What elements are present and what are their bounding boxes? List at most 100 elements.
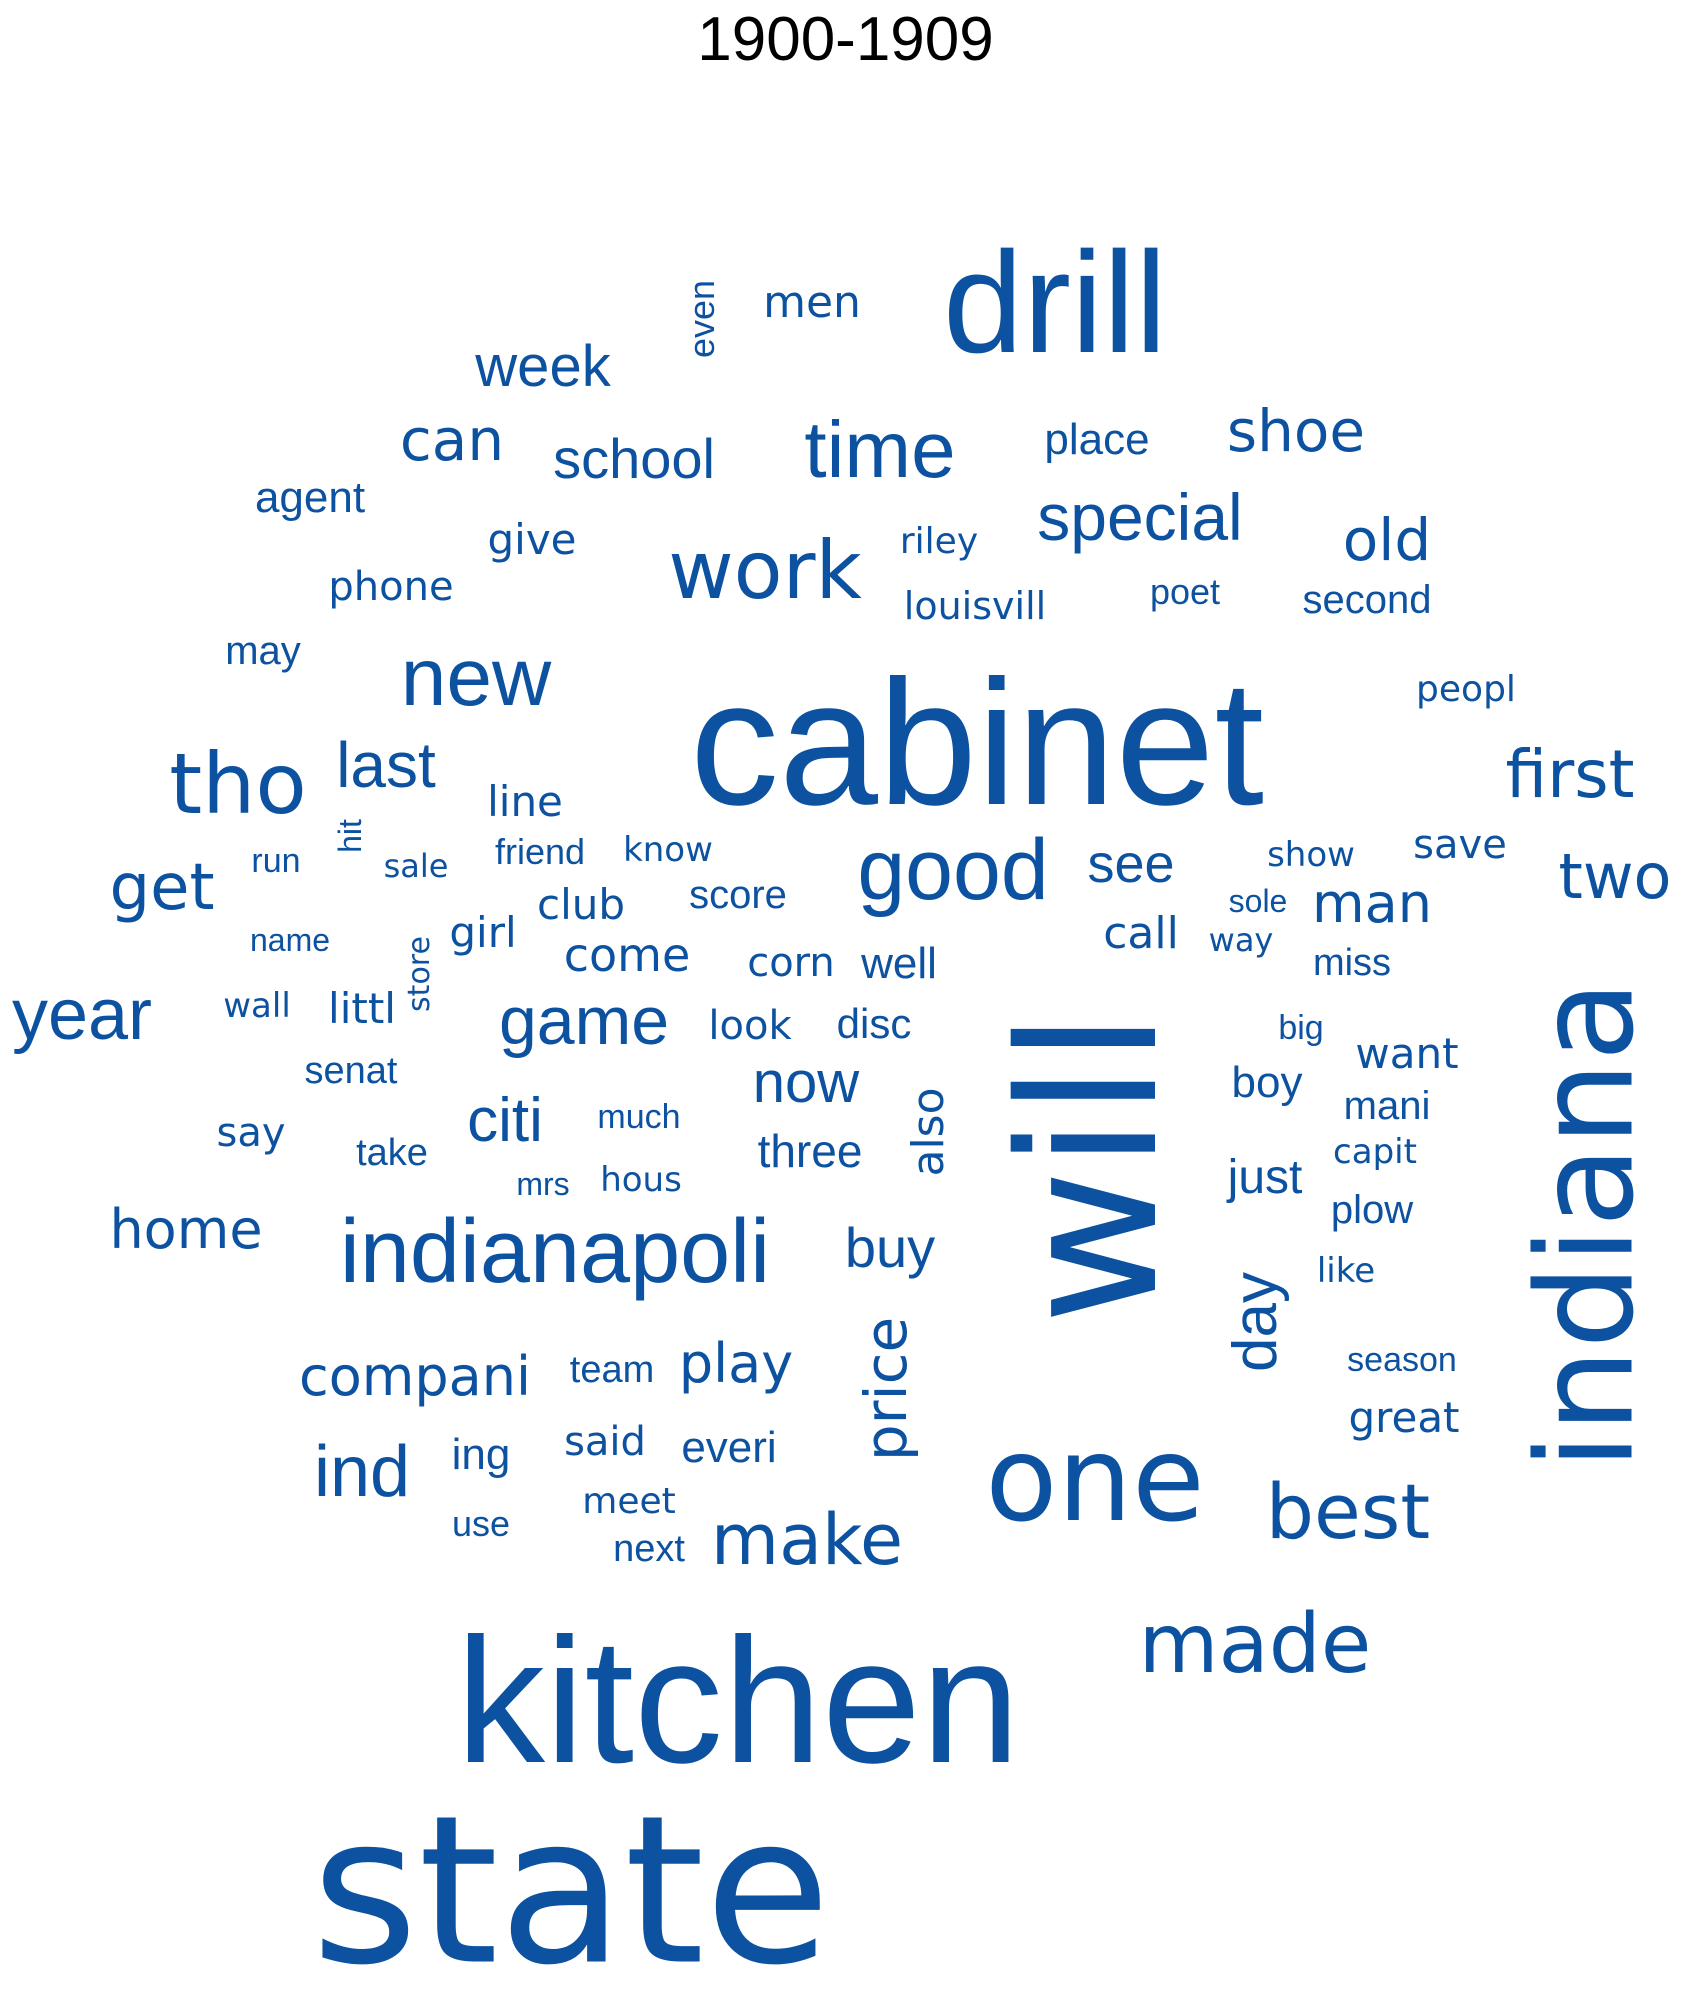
word-shoe: shoe bbox=[1226, 397, 1366, 465]
word-may: may bbox=[225, 629, 301, 673]
word-even: even bbox=[681, 279, 722, 359]
word-season: season bbox=[1347, 1341, 1457, 1379]
word-give: give bbox=[487, 515, 577, 564]
word-will: will bbox=[979, 1011, 1200, 1325]
word-show: show bbox=[1267, 835, 1355, 875]
word-good: good bbox=[857, 822, 1049, 918]
word-drill: drill bbox=[942, 222, 1168, 383]
word-cloud-title: 1900-1909 bbox=[697, 5, 994, 74]
word-man: man bbox=[1312, 872, 1432, 935]
word-sole: sole bbox=[1228, 883, 1288, 919]
word-old: old bbox=[1342, 506, 1432, 574]
word-year: year bbox=[11, 975, 153, 1055]
word-tho: tho bbox=[169, 735, 307, 833]
word-get: get bbox=[109, 851, 215, 925]
word-mrs: mrs bbox=[516, 1166, 570, 1202]
word-call: call bbox=[1103, 908, 1179, 959]
word-make: make bbox=[710, 1499, 904, 1581]
word-kitchen: kitchen bbox=[456, 1601, 1020, 1800]
word-wall: wall bbox=[223, 986, 291, 1026]
word-senat: senat bbox=[304, 1050, 398, 1092]
word-home: home bbox=[109, 1198, 263, 1261]
word-price: price bbox=[852, 1316, 920, 1462]
word-indiana: indiana bbox=[1509, 980, 1664, 1470]
word-club: club bbox=[536, 880, 626, 929]
word-week: week bbox=[475, 334, 611, 399]
word-said: said bbox=[564, 1419, 646, 1465]
word-state: state bbox=[311, 1772, 831, 2011]
word-work: work bbox=[668, 524, 862, 617]
word-time: time bbox=[804, 405, 956, 494]
word-three: three bbox=[757, 1125, 863, 1177]
word-name: name bbox=[249, 922, 331, 958]
word-hous: hous bbox=[600, 1160, 682, 1200]
word-compani: compani bbox=[299, 1345, 531, 1408]
word-first: first bbox=[1505, 736, 1635, 813]
word-boy: boy bbox=[1231, 1058, 1303, 1107]
word-team: team bbox=[569, 1349, 655, 1391]
word-can: can bbox=[399, 406, 505, 474]
word-ing: ing bbox=[451, 1430, 511, 1479]
word-school: school bbox=[553, 427, 715, 490]
word-now: now bbox=[752, 1050, 860, 1115]
word-agent: agent bbox=[254, 473, 366, 522]
word-last: last bbox=[336, 729, 436, 801]
word-next: next bbox=[613, 1528, 685, 1570]
word-want: want bbox=[1355, 1029, 1459, 1078]
word-take: take bbox=[356, 1132, 428, 1174]
word-two: two bbox=[1558, 840, 1672, 913]
word-made: made bbox=[1138, 1597, 1372, 1692]
word-one: one bbox=[985, 1410, 1205, 1548]
word-way: way bbox=[1208, 921, 1274, 959]
word-play: play bbox=[678, 1332, 794, 1395]
word-special: special bbox=[1037, 480, 1243, 554]
word-second: second bbox=[1302, 578, 1432, 622]
word-store: store bbox=[402, 936, 437, 1012]
word-phone: phone bbox=[328, 564, 454, 610]
word-cabinet: cabinet bbox=[690, 643, 1264, 842]
word-well: well bbox=[861, 939, 937, 988]
word-much: much bbox=[597, 1098, 681, 1136]
word-riley: riley bbox=[899, 521, 979, 562]
word-come: come bbox=[563, 928, 691, 982]
word-plow: plow bbox=[1330, 1188, 1414, 1232]
word-like: like bbox=[1316, 1251, 1376, 1291]
word-best: best bbox=[1265, 1467, 1431, 1556]
word-poet: poet bbox=[1149, 571, 1221, 612]
word-sale: sale bbox=[383, 847, 449, 885]
word-citi: citi bbox=[467, 1086, 543, 1155]
word-hit: hit bbox=[332, 819, 368, 853]
word-also: also bbox=[903, 1087, 954, 1177]
word-big: big bbox=[1278, 1009, 1324, 1047]
word-miss: miss bbox=[1312, 942, 1392, 984]
word-capit: capit bbox=[1333, 1132, 1417, 1172]
word-ind: ind bbox=[313, 1432, 411, 1512]
word-save: save bbox=[1413, 822, 1507, 868]
word-disc: disc bbox=[836, 1000, 912, 1047]
word-day: day bbox=[1221, 1272, 1290, 1372]
word-buy: buy bbox=[844, 1216, 936, 1279]
word-corn: corn bbox=[747, 940, 835, 986]
word-know: know bbox=[623, 830, 713, 870]
word-littl: littl bbox=[328, 984, 396, 1033]
word-just: just bbox=[1227, 1151, 1303, 1204]
word-meet: meet bbox=[582, 1481, 676, 1522]
word-run: run bbox=[251, 842, 301, 880]
word-line: line bbox=[487, 777, 563, 826]
word-use: use bbox=[451, 1503, 511, 1544]
word-place: place bbox=[1044, 415, 1150, 464]
word-indianapoli: indianapoli bbox=[339, 1202, 771, 1302]
word-new: new bbox=[400, 632, 552, 723]
word-mani: mani bbox=[1343, 1084, 1431, 1128]
word-score: score bbox=[689, 873, 787, 917]
word-peopl: peopl bbox=[1416, 669, 1516, 710]
word-look: look bbox=[708, 1003, 792, 1049]
word-say: say bbox=[216, 1110, 286, 1156]
word-everi: everi bbox=[681, 1423, 777, 1472]
word-girl: girl bbox=[449, 908, 517, 957]
word-louisvill: louisvill bbox=[903, 584, 1047, 628]
word-men: men bbox=[763, 277, 861, 328]
word-see: see bbox=[1087, 834, 1175, 894]
word-game: game bbox=[498, 983, 670, 1059]
